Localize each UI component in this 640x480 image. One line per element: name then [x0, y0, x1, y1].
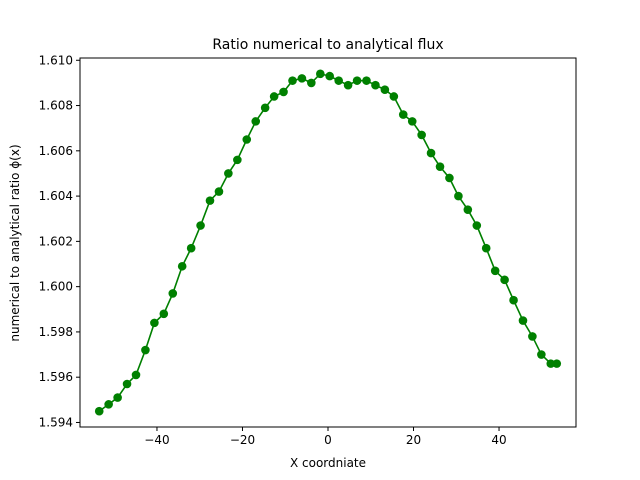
data-point	[279, 87, 288, 97]
x-tick-label: −40	[144, 433, 169, 447]
plot-frame	[79, 57, 577, 428]
data-point	[325, 71, 335, 81]
data-point	[104, 400, 113, 409]
plot-area	[94, 69, 562, 416]
data-point	[509, 295, 518, 305]
data-point	[518, 316, 528, 325]
x-tick-label: −20	[230, 433, 255, 447]
data-point	[260, 103, 270, 113]
data-point	[398, 110, 408, 119]
data-point	[552, 359, 562, 368]
data-point	[224, 169, 233, 178]
data-point	[159, 309, 169, 319]
y-tick-label: 1.606	[39, 144, 73, 158]
data-point	[445, 173, 454, 183]
data-point	[407, 117, 417, 126]
data-point	[233, 155, 242, 165]
data-point	[528, 332, 537, 341]
data-point	[251, 117, 261, 126]
data-point	[269, 92, 279, 101]
data-point	[472, 221, 482, 230]
data-point	[288, 76, 297, 85]
x-axis-label: X coordniate	[290, 456, 366, 470]
data-point	[500, 275, 509, 285]
x-tick-label: 0	[324, 433, 332, 447]
data-point	[297, 74, 307, 83]
data-point	[334, 76, 343, 85]
data-point	[389, 92, 399, 101]
data-point	[490, 266, 500, 276]
chart-title: Ratio numerical to analytical flux	[212, 37, 443, 53]
data-point	[426, 148, 436, 158]
data-point	[463, 205, 473, 214]
y-tick-label: 1.610	[39, 53, 73, 67]
y-tick-label: 1.602	[39, 234, 73, 248]
data-point	[435, 162, 445, 171]
x-tick-label: 40	[491, 433, 506, 447]
data-point	[141, 345, 150, 355]
y-tick-label: 1.598	[39, 325, 73, 339]
data-point	[481, 243, 491, 253]
data-point	[343, 80, 353, 90]
y-tick-label: 1.604	[39, 189, 73, 203]
data-point	[94, 406, 104, 416]
x-axis: −40 −20 0 20 40	[144, 427, 507, 447]
data-point	[131, 370, 141, 380]
y-tick-label: 1.594	[39, 415, 73, 429]
data-point	[177, 261, 187, 271]
data-point	[371, 80, 380, 90]
data-point	[122, 379, 132, 389]
data-point	[113, 393, 122, 402]
data-point	[380, 85, 390, 94]
data-point	[150, 318, 159, 328]
data-point	[214, 187, 224, 196]
data-point	[196, 221, 205, 230]
data-point	[537, 350, 546, 359]
series-line	[98, 72, 557, 412]
y-axis-label: numerical to analytical ratio ϕ(x)	[8, 144, 22, 341]
x-tick-label: 20	[406, 433, 421, 447]
data-point	[205, 196, 215, 205]
data-point	[352, 76, 362, 85]
data-point	[307, 78, 316, 88]
data-point	[546, 359, 556, 368]
data-point	[242, 135, 252, 144]
data-point	[186, 243, 196, 253]
y-axis: 1.594 1.596 1.598 1.600 1.602 1.604 1.606 1.608…	[39, 53, 80, 429]
y-tick-label: 1.600	[39, 280, 73, 294]
data-point	[168, 289, 178, 298]
data-point	[316, 69, 325, 79]
data-point	[417, 130, 426, 140]
data-point	[454, 191, 463, 201]
y-tick-label: 1.608	[39, 99, 73, 113]
data-point	[362, 76, 371, 85]
y-tick-label: 1.596	[39, 370, 73, 384]
